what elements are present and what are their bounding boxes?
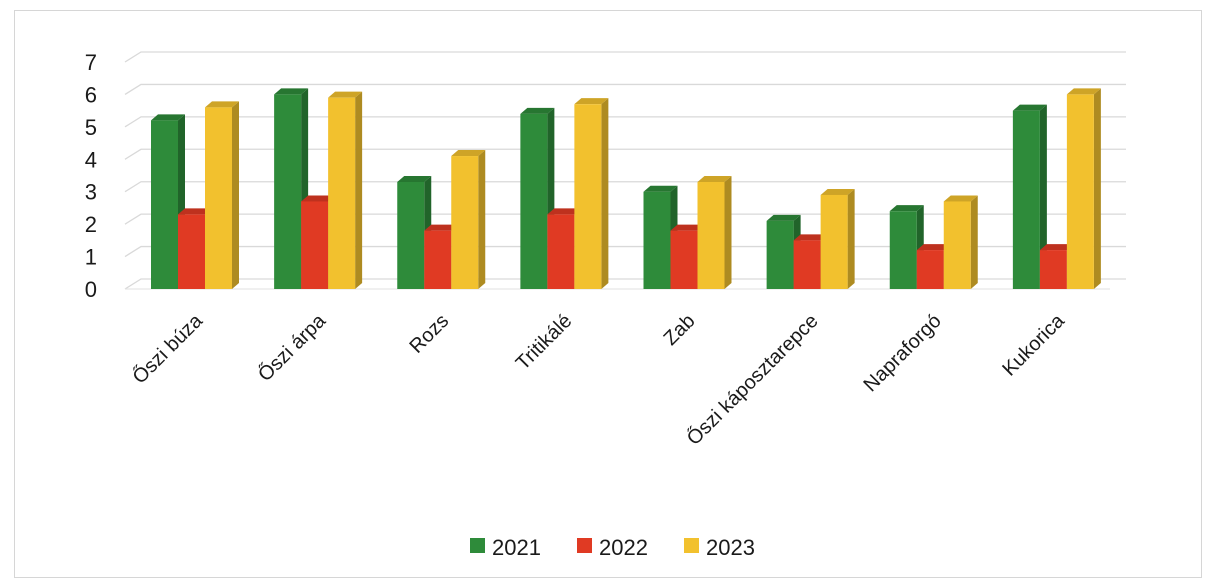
category-label: Tritikálé	[512, 310, 577, 375]
bar-side	[724, 175, 732, 289]
legend-label-2021: 2021	[492, 535, 541, 560]
category-label: Zab	[660, 310, 700, 350]
bar-2023-5	[820, 194, 848, 289]
category-label: Kukorica	[998, 309, 1069, 380]
bar-top	[328, 91, 363, 98]
bar-top	[1039, 244, 1074, 251]
legend: 2021 2022 2023	[470, 535, 755, 560]
legend-swatch-2023	[684, 538, 699, 553]
bar-2022-0	[178, 214, 205, 289]
legend-swatch-2021	[470, 538, 485, 553]
bar-2022-3	[547, 214, 575, 289]
bar-2022-1	[301, 201, 329, 289]
y-tick-label: 1	[85, 245, 97, 270]
bar-2021-0	[151, 120, 178, 289]
bar-2022-7	[1039, 250, 1067, 289]
bar-top	[547, 208, 582, 215]
y-tick-label: 4	[85, 147, 97, 172]
y-tick-label: 7	[85, 50, 97, 75]
bar-2022-2	[424, 230, 452, 289]
bar-top	[397, 175, 432, 182]
bar-2021-6	[889, 211, 917, 289]
bar-top	[820, 188, 855, 195]
y-axis-ticks: 0 1 2 3 4 5 6 7	[85, 50, 97, 302]
category-label: Őszi káposztarepce	[682, 309, 822, 449]
legend-label-2023: 2023	[706, 535, 755, 560]
bars-layer	[151, 88, 1101, 290]
bar-2021-7	[1012, 110, 1040, 290]
gridline	[124, 116, 1126, 128]
y-tick-label: 6	[85, 82, 97, 107]
bar-top	[916, 244, 951, 251]
category-label: Őszi búza	[128, 309, 208, 389]
bar-top	[1066, 88, 1101, 95]
bar-2023-1	[328, 97, 356, 290]
bar-2023-3	[574, 104, 602, 290]
bar-top	[943, 195, 978, 202]
bar-2023-4	[697, 181, 725, 289]
bar-side	[1039, 104, 1047, 290]
y-tick-label: 5	[85, 115, 97, 140]
bar-side	[970, 195, 978, 289]
bar-top	[424, 224, 459, 231]
bar-side	[355, 91, 363, 290]
legend-label-2022: 2022	[599, 535, 648, 560]
bar-side	[478, 150, 486, 289]
y-tick-label: 3	[85, 180, 97, 205]
bar-side	[847, 188, 855, 289]
bar-top	[151, 114, 185, 121]
bar-2021-2	[397, 181, 425, 289]
gridline	[124, 213, 1126, 225]
bar-top	[520, 107, 555, 114]
bar-top	[889, 205, 924, 212]
gridline	[124, 83, 1126, 95]
gridline	[124, 148, 1126, 160]
legend-swatch-2022	[577, 538, 592, 553]
category-label: Rozs	[406, 310, 454, 358]
bar-2023-2	[451, 156, 479, 289]
bar-2022-6	[916, 250, 944, 289]
bar-2023-7	[1066, 94, 1094, 289]
bar-top	[301, 195, 336, 202]
category-label: Napraforgó	[859, 310, 945, 396]
bar-2021-3	[520, 113, 548, 289]
bar-top	[643, 185, 678, 192]
category-label: Őszi árpa	[253, 309, 330, 386]
bar-top	[766, 214, 801, 221]
bar-top	[1012, 104, 1047, 111]
bar-2021-5	[766, 220, 794, 289]
bar-top	[793, 234, 828, 241]
bar-2023-0	[205, 107, 232, 290]
bar-2023-6	[943, 201, 971, 289]
bar-2021-4	[643, 191, 671, 289]
bar-top	[205, 101, 239, 108]
bar-2021-1	[274, 94, 302, 289]
bar-2022-5	[793, 240, 821, 289]
gridline	[124, 51, 1126, 63]
bar-top	[670, 224, 705, 231]
bar-2022-4	[670, 230, 698, 289]
bar-side	[601, 98, 609, 290]
bar-top	[274, 88, 309, 95]
bar-top	[574, 98, 609, 105]
y-tick-label: 2	[85, 212, 97, 237]
y-tick-label: 0	[85, 277, 97, 302]
gridline	[124, 181, 1126, 193]
bar-side	[1093, 88, 1101, 289]
bar-top	[697, 175, 732, 182]
bar-top	[178, 208, 212, 215]
bar-top	[451, 150, 486, 157]
bar-side	[232, 101, 239, 290]
